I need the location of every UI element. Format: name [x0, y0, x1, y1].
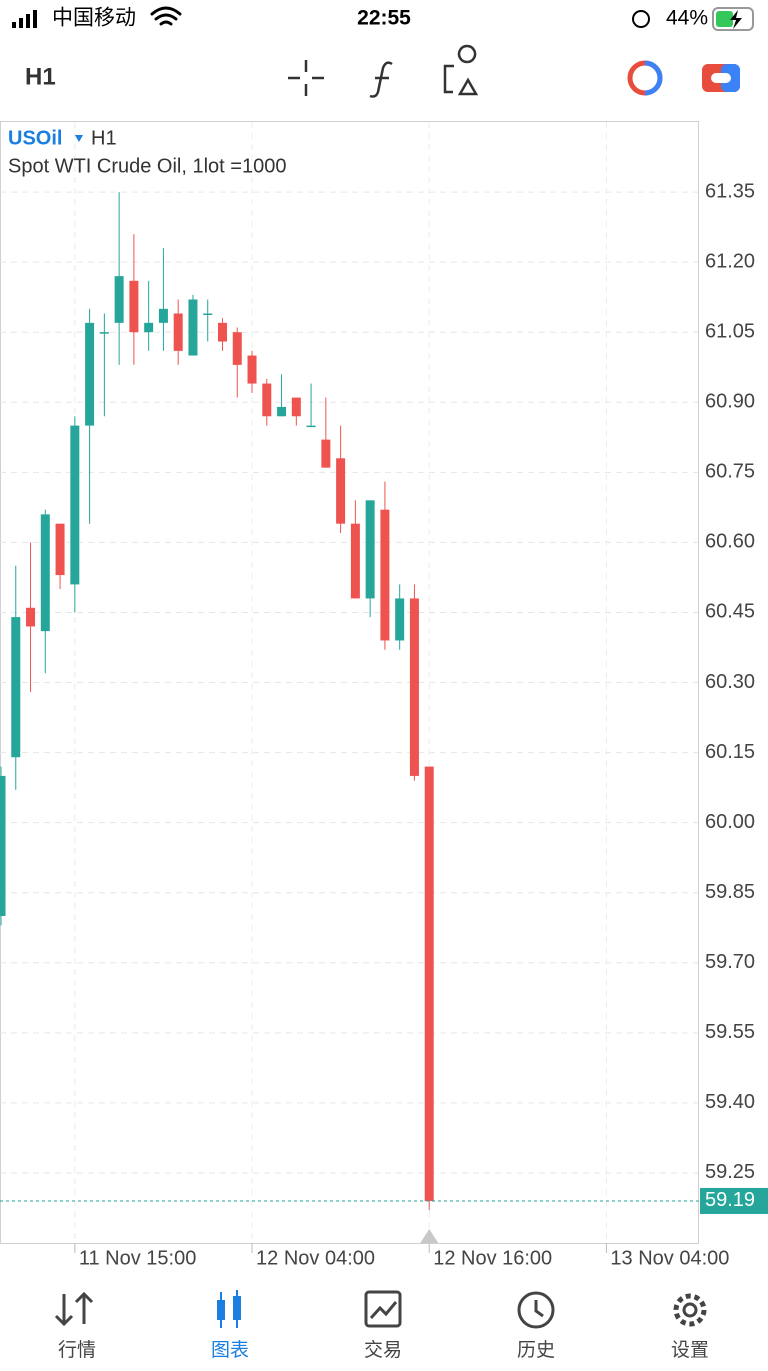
candle-body	[395, 598, 405, 641]
y-tick-label: 60.30	[705, 671, 755, 693]
toolbar: H1	[25, 44, 740, 98]
y-tick-label: 60.60	[705, 531, 755, 553]
y-tick-label: 60.45	[705, 601, 755, 623]
candle-body	[306, 425, 316, 428]
last-bar-marker	[420, 1229, 439, 1243]
candle-body	[129, 280, 139, 333]
y-tick-label: 60.15	[705, 741, 755, 763]
chart-frame	[0, 121, 699, 1244]
indicators-icon[interactable]	[369, 61, 393, 98]
tab-label[interactable]: 历史	[517, 1339, 555, 1361]
candle-body	[365, 500, 375, 599]
x-tick-label: 11 Nov 15:00	[79, 1247, 197, 1269]
candle-body	[321, 439, 331, 468]
candle-body	[99, 332, 109, 334]
y-tick-label: 60.75	[705, 461, 755, 483]
candle-body	[262, 383, 272, 417]
timeframe-button[interactable]: H1	[25, 63, 56, 90]
candle-body	[291, 397, 301, 417]
symbol[interactable]: USOil	[8, 127, 62, 149]
y-tick-label: 60.90	[705, 391, 755, 413]
candle-body	[277, 406, 287, 417]
chart-timeframe: H1	[91, 127, 117, 149]
current-price-box	[700, 1187, 768, 1214]
tab-label[interactable]: 图表	[211, 1339, 249, 1361]
current-price-label: 59.19	[705, 1189, 755, 1211]
symbol-description: Spot WTI Crude Oil, 1lot =1000	[8, 155, 286, 177]
candle-body	[11, 617, 21, 758]
candle-body	[144, 322, 154, 333]
candle-body	[350, 523, 360, 599]
y-tick-label: 59.85	[705, 881, 755, 903]
y-tick-label: 59.25	[705, 1161, 755, 1183]
candle-body	[247, 355, 257, 384]
candle-body	[203, 313, 213, 316]
crosshair-icon[interactable]	[288, 60, 324, 96]
candle-body	[217, 322, 227, 342]
y-tick-label: 59.70	[705, 951, 755, 973]
carrier: 中国移动	[52, 7, 136, 30]
candle-body	[85, 322, 95, 426]
x-tick-label: 13 Nov 04:00	[610, 1247, 729, 1269]
clock: 22:55	[357, 7, 411, 30]
y-tick-label: 61.35	[705, 180, 755, 202]
tab-label[interactable]: 交易	[364, 1339, 402, 1361]
candle-body	[26, 607, 36, 627]
x-tick-label: 12 Nov 04:00	[256, 1247, 375, 1269]
objects-icon[interactable]	[443, 44, 479, 96]
battery-level: 44%	[666, 7, 708, 30]
x-tick-label: 12 Nov 16:00	[433, 1247, 552, 1269]
y-tick-label: 59.40	[705, 1091, 755, 1113]
candle-body	[0, 775, 6, 917]
candle-body	[114, 276, 124, 323]
chart: 61.35 61.20 61.05 60.90 60.75 60.60 60.45 60.30…	[0, 122, 768, 1269]
y-tick-label: 61.20	[705, 250, 755, 272]
candle-body	[55, 523, 65, 576]
candle-body	[188, 299, 198, 356]
tab-label[interactable]: 行情	[58, 1339, 96, 1361]
candle-body	[232, 332, 242, 365]
candle-body	[336, 458, 346, 524]
y-tick-label: 59.55	[705, 1021, 755, 1043]
y-tick-label: 61.05	[705, 320, 755, 342]
status-bar: 中国移动 22:55 44%	[12, 6, 754, 31]
candle-body	[424, 766, 434, 1201]
y-tick-label: 60.00	[705, 811, 755, 833]
candle-body	[380, 509, 390, 641]
tab-label[interactable]: 设置	[671, 1339, 709, 1361]
candle-body	[158, 308, 168, 323]
tab-bar: 行情 图表 交易 历史 设置	[54, 1290, 709, 1361]
candle-body	[40, 514, 50, 632]
candle-body	[173, 313, 183, 351]
candle-body	[70, 425, 80, 585]
candle-body	[409, 598, 419, 776]
